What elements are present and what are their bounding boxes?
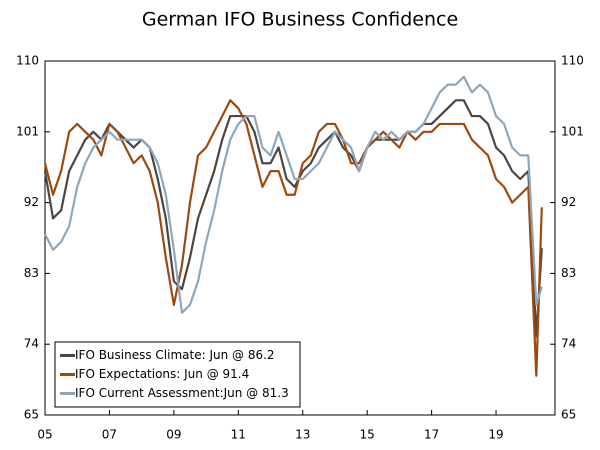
series-line <box>43 99 543 338</box>
series-line <box>44 75 543 314</box>
y2-tick-label: 92 <box>561 195 576 209</box>
y2-tick-label: 101 <box>561 124 584 138</box>
y2-tick-label: 83 <box>561 266 576 280</box>
x-tick-label: 11 <box>231 428 246 442</box>
x-tick-label: 15 <box>360 428 375 442</box>
y-tick-label: 101 <box>16 124 39 138</box>
y-tick-label: 83 <box>24 266 39 280</box>
plot-frame <box>44 60 556 416</box>
series-line <box>43 99 543 377</box>
x-tick-label: 13 <box>295 428 310 442</box>
legend-label: IFO Business Climate: Jun @ 86.2 <box>75 348 275 362</box>
legend-box <box>54 341 301 408</box>
x-tick-label: 19 <box>488 428 503 442</box>
y-tick-label: 92 <box>24 195 39 209</box>
x-tick-label: 09 <box>166 428 181 442</box>
x-tick-label: 17 <box>424 428 439 442</box>
y2-tick-label: 110 <box>561 54 584 68</box>
y2-tick-label: 74 <box>561 337 576 351</box>
legend-label: IFO Expectations: Jun @ 91.4 <box>75 367 249 381</box>
x-tick-label: 05 <box>37 428 52 442</box>
legend-label: IFO Current Assessment:Jun @ 81.3 <box>75 386 289 400</box>
y-tick-label: 110 <box>16 54 39 68</box>
x-tick-label: 07 <box>102 428 117 442</box>
y2-tick-label: 65 <box>561 408 576 422</box>
y-tick-label: 74 <box>24 337 39 351</box>
chart-title: German IFO Business Confidence <box>142 9 458 31</box>
y-tick-label: 65 <box>24 408 39 422</box>
